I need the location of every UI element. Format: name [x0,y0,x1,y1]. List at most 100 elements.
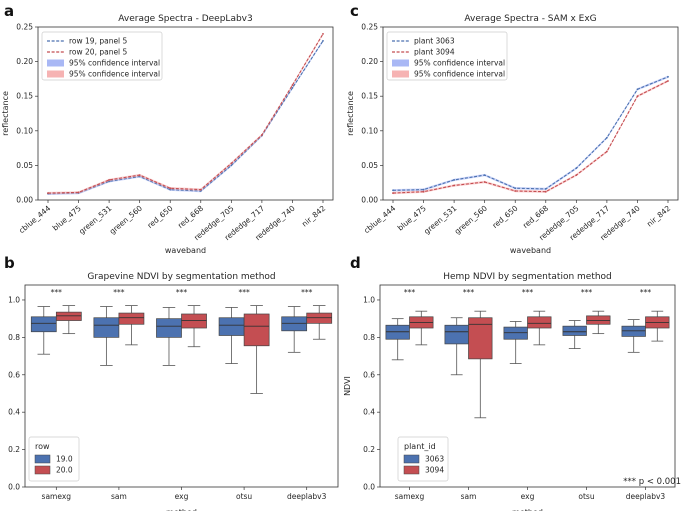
data-point [453,179,456,181]
box [281,316,308,332]
x-tick-label: sam [461,492,477,501]
y-tick-label: 0.15 [361,92,378,101]
y-tick-label: 0.4 [363,408,375,417]
chart-title: Average Spectra - SAM x ExG [464,14,596,24]
data-point [483,181,486,183]
legend-swatch [34,465,51,475]
legend-entry: 20.0 [56,466,73,475]
y-tick-label: 0.20 [361,57,378,66]
x-tick-label: green_560 [108,203,144,236]
box [306,312,333,324]
legend-box [386,31,508,81]
data-point [260,134,263,136]
y-tick-label: 0.25 [361,23,378,32]
box [468,317,493,360]
data-point [108,179,111,181]
series-line [47,33,324,194]
x-tick-label: nir_842 [300,204,327,229]
legend-swatch [47,70,64,78]
x-tick-label: exg [521,492,535,501]
x-tick-label: otsu [578,492,594,501]
chart-average-spectra-sam-exg: Average Spectra - SAM x ExG waveband refle… [346,14,679,255]
panel-label-d: d [350,254,361,272]
y-axis-label: reflectance [1,91,10,136]
x-tick-label: deeplabv3 [626,492,666,501]
chart-title: Hemp NDVI by segmentation method [443,272,612,282]
x-tick-label: samexg [395,492,425,501]
legend-entry: 95% confidence interval [69,59,160,68]
y-tick-label: 0.8 [363,333,375,342]
data-point [230,164,233,167]
x-tick-label: samexg [42,492,72,501]
x-axis-label: method [166,508,197,511]
y-tick-label: 0.00 [16,196,33,205]
y-tick-label: 0.10 [16,126,33,135]
significance-footnote: *** p < 0.001 [623,477,681,487]
data-point [291,86,294,89]
x-tick-label: green_560 [453,203,489,236]
x-axis-label: waveband [510,246,551,255]
data-point [77,191,80,194]
significance-marker: *** [581,288,593,297]
x-tick-label: otsu [236,492,252,501]
y-tick-label: 1.0 [363,295,375,304]
data-point [322,39,324,42]
data-point [605,150,608,153]
data-point [291,84,294,87]
y-tick-label: 0.20 [16,57,33,66]
significance-marker: *** [238,288,250,297]
y-tick-label: 0.4 [8,408,20,417]
box [527,316,552,329]
box [181,313,207,329]
data-point [575,167,578,170]
legend-entry: 3094 [425,466,444,475]
x-tick-label: green_531 [77,203,113,236]
legend-entry: row 19, panel 5 [69,37,128,46]
data-point [636,95,639,98]
legend-swatch [392,70,409,78]
data-point [453,184,456,187]
box [118,312,145,325]
legend-entry: plant 3094 [414,48,455,57]
legend-entry: 3063 [425,455,444,464]
x-tick-label: deeplabv3 [287,492,327,501]
chart-grapevine-ndvi: Grapevine NDVI by segmentation method met… [8,272,339,511]
y-tick-label: 0.6 [8,370,20,379]
y-tick-label: 0.8 [8,333,20,342]
data-point [514,187,517,190]
data-point [514,190,517,192]
box [218,317,245,336]
data-point [544,190,547,193]
data-point [422,190,425,193]
x-axis-label: method [512,508,543,511]
panel-label-b: b [4,254,15,272]
x-tick-label: red_650 [145,203,174,230]
x-tick-label: sam [111,492,127,501]
significance-marker: *** [301,288,313,297]
significance-marker: *** [404,288,416,297]
box [55,311,82,321]
box [385,324,410,340]
data-point [422,188,425,191]
box [562,325,587,336]
significance-marker: *** [113,288,125,297]
data-point [47,192,49,194]
significance-marker: *** [463,288,475,297]
x-axis-label: waveband [165,246,206,255]
x-tick-label: cblue_444 [362,203,397,235]
data-point [667,75,669,78]
y-tick-label: 0.15 [16,92,33,101]
box [243,313,270,347]
data-point [667,80,669,82]
panel-label-a: a [4,2,14,20]
legend-entry: 95% confidence interval [414,59,505,68]
box [156,318,182,338]
data-point [169,187,172,190]
data-point [575,174,578,176]
y-tick-label: 0.25 [16,23,33,32]
data-point [322,33,324,35]
x-tick-label: red_668 [521,203,550,230]
series-line [392,80,669,194]
data-point [138,174,141,176]
